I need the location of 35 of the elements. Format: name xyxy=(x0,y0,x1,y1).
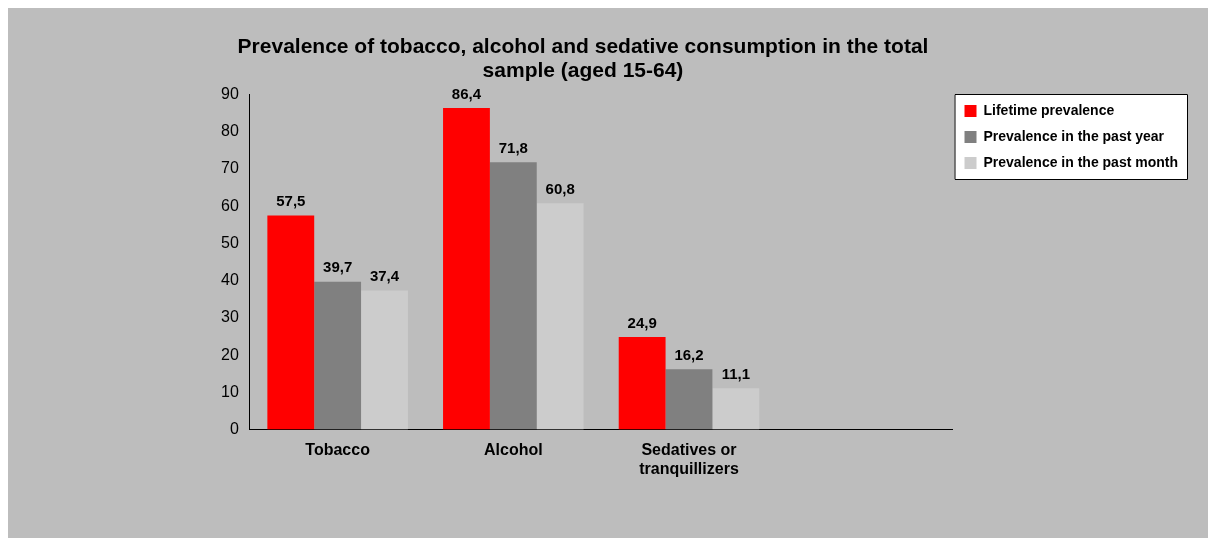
data-label: 37,4 xyxy=(369,267,400,285)
bar xyxy=(314,281,362,430)
y-tick-label: 50 xyxy=(221,233,239,251)
x-tick-label: Sedatives or tranquillizers xyxy=(639,440,739,477)
bar xyxy=(361,290,408,430)
y-tick-label: 10 xyxy=(221,382,239,400)
y-tick-label: 0 xyxy=(229,420,239,438)
bar xyxy=(712,388,760,430)
bar xyxy=(665,369,713,430)
bar xyxy=(618,336,666,430)
data-label: 57,5 xyxy=(276,192,306,210)
data-label: 11,1 xyxy=(721,364,751,382)
chart-title: Prevalence of tobacco, alcohol and sedative consumption in the total sample (aged 15-64) xyxy=(236,34,930,82)
y-tick-label: 40 xyxy=(221,271,239,289)
legend-label: Lifetime prevalence xyxy=(983,101,1115,118)
data-label: 39,7 xyxy=(323,258,353,276)
bar xyxy=(536,203,584,430)
x-tick-label: Tobacco xyxy=(305,440,371,458)
legend-label: Prevalence in the past month xyxy=(983,153,1178,170)
y-tick-label: 20 xyxy=(221,345,239,363)
data-label: 16,2 xyxy=(674,345,704,363)
y-tick-label: 90 xyxy=(221,85,239,103)
y-tick-label: 30 xyxy=(221,308,239,326)
y-tick-label: 60 xyxy=(221,196,239,214)
bar xyxy=(443,108,490,430)
x-tick-label: Alcohol xyxy=(483,440,543,458)
data-label: 24,9 xyxy=(627,313,657,331)
data-label: 60,8 xyxy=(545,179,575,197)
y-tick-label: 80 xyxy=(221,122,239,140)
data-label: 86,4 xyxy=(451,84,482,102)
bar xyxy=(489,162,537,430)
legend-label: Prevalence in the past year xyxy=(983,127,1165,144)
bar xyxy=(267,215,315,430)
y-tick-label: 70 xyxy=(221,159,239,177)
data-label: 71,8 xyxy=(498,138,528,156)
